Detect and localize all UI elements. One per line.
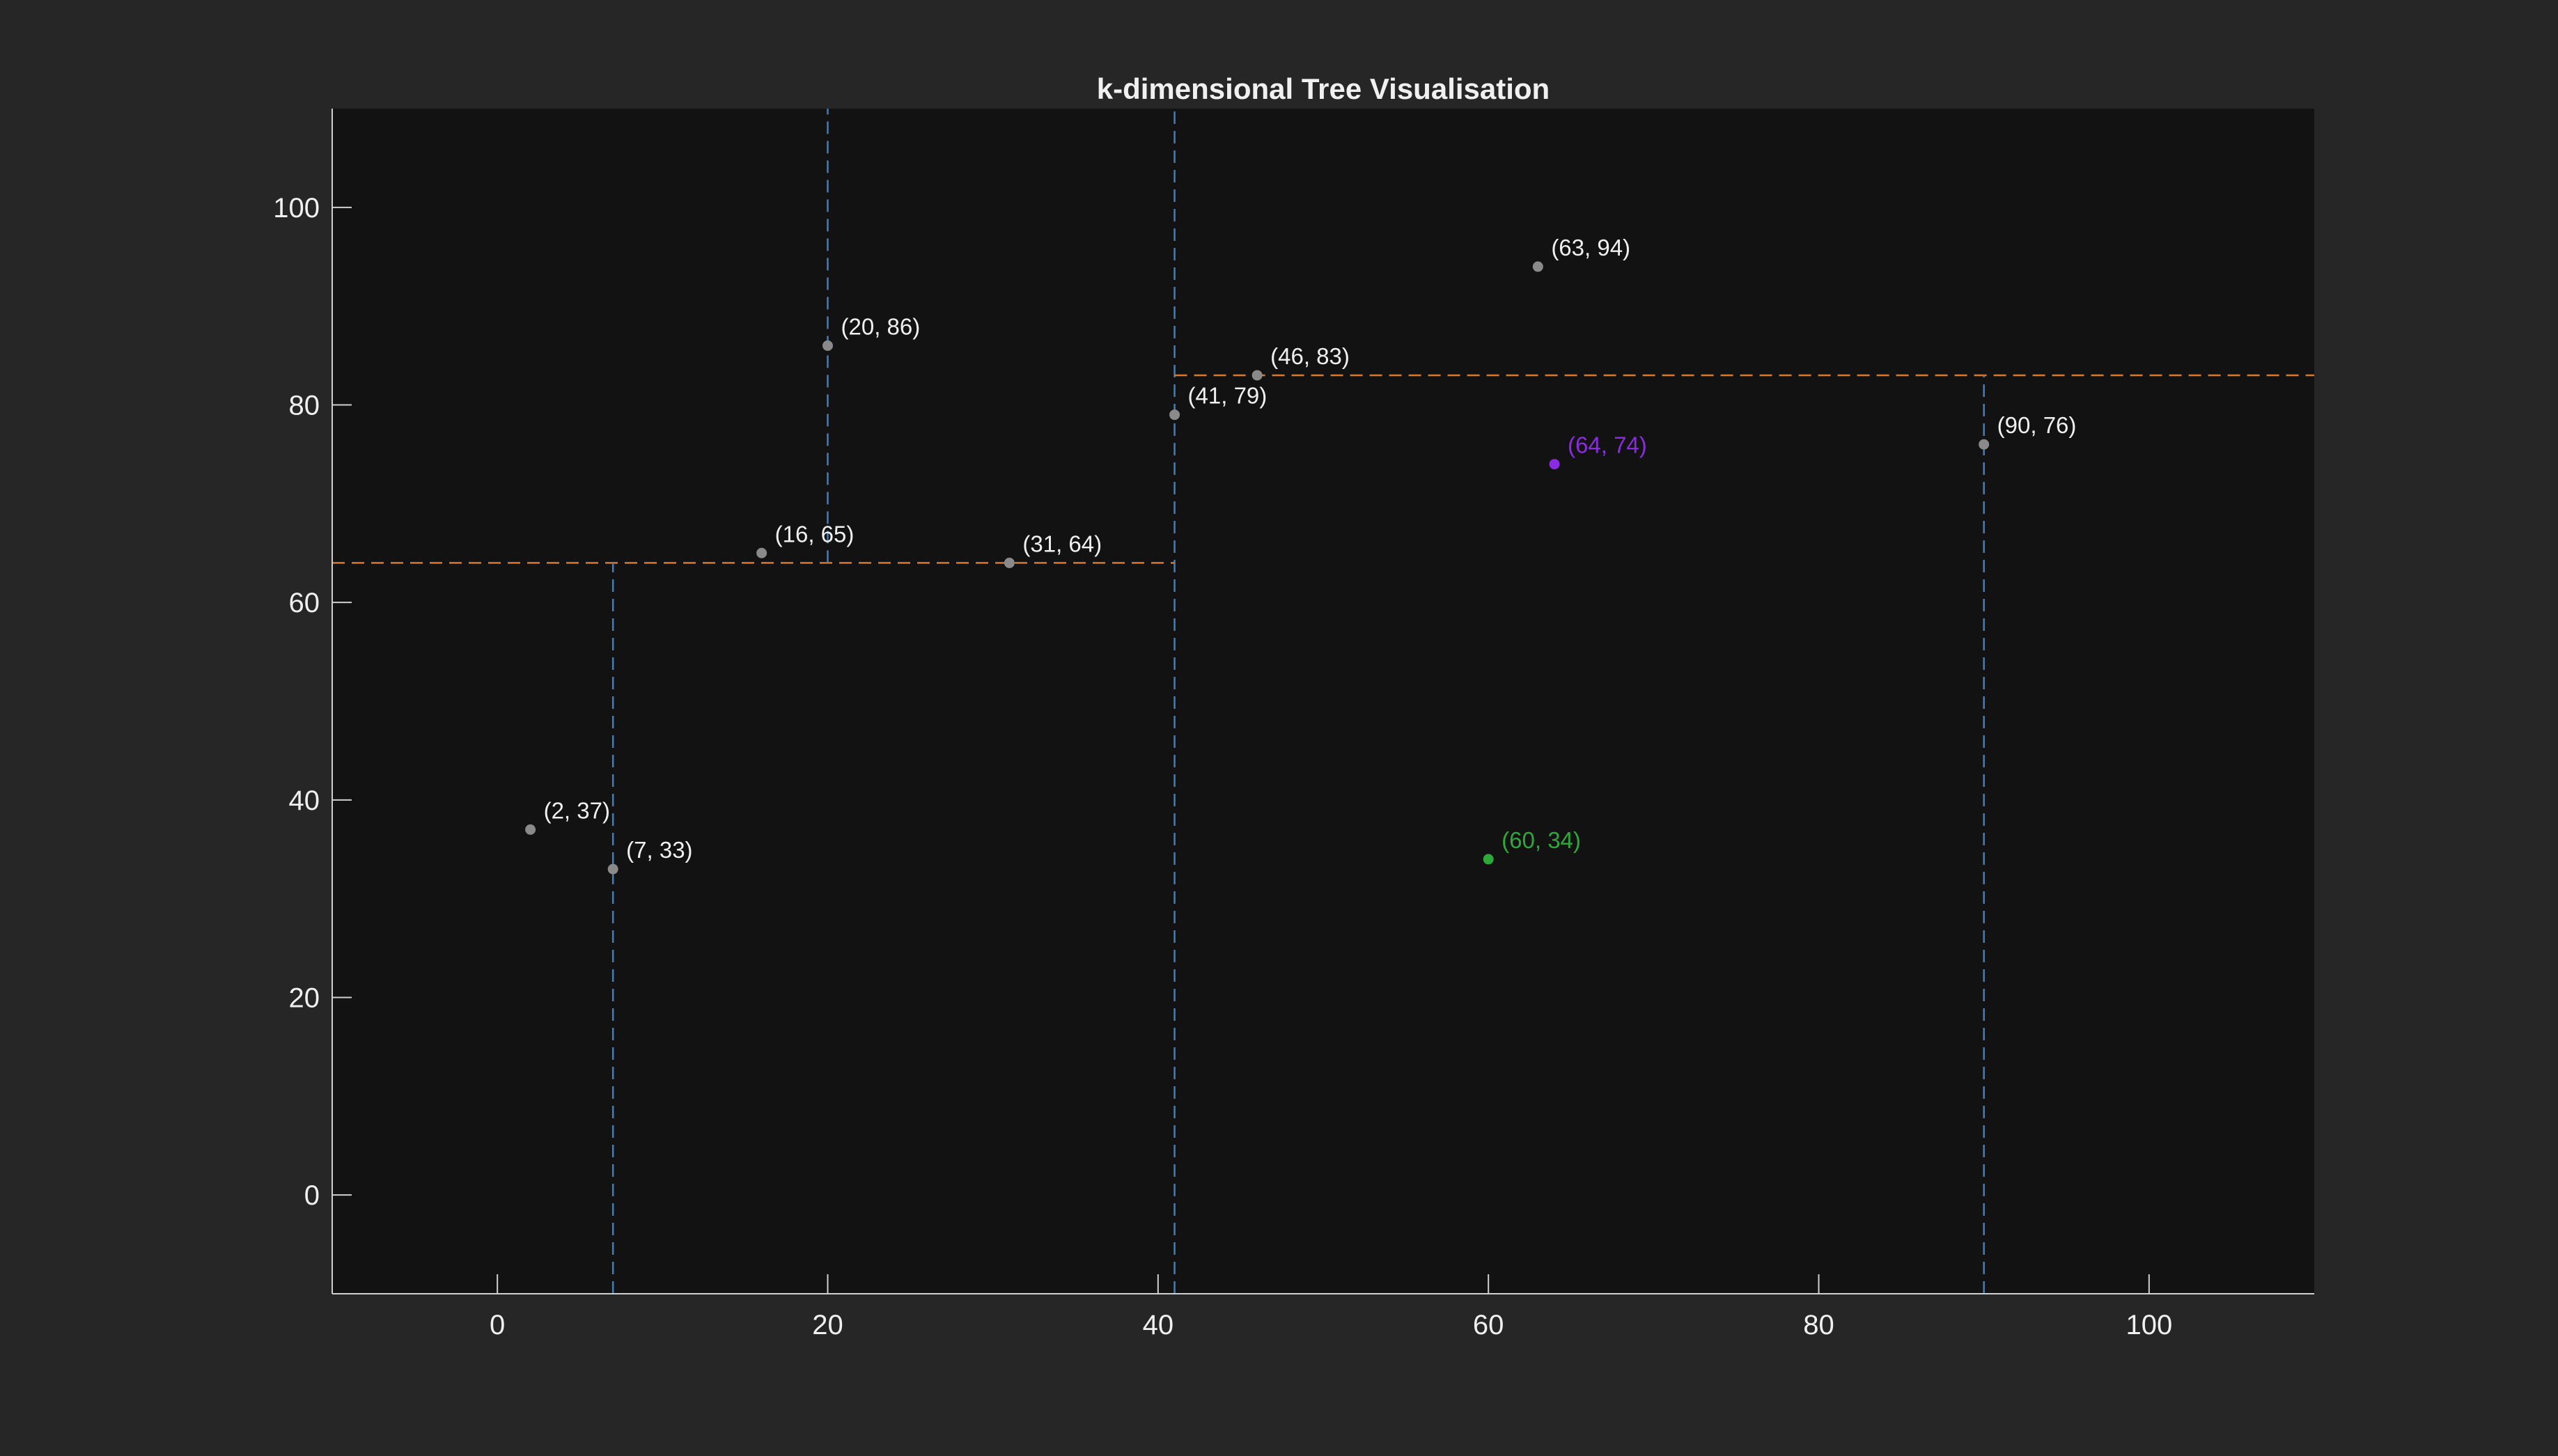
data-point	[525, 824, 536, 835]
data-point-label: (16, 65)	[775, 521, 855, 547]
data-point-label: (63, 94)	[1551, 235, 1630, 260]
y-tick-label: 0	[304, 1180, 320, 1211]
nearest-point	[1549, 459, 1560, 470]
data-points: (41, 79) (31, 64) (20, 86) (16, 65) (7, 33) (…	[525, 235, 2076, 875]
query-point-label: (60, 34)	[1502, 827, 1581, 853]
chart-title: k-dimensional Tree Visualisation	[1097, 72, 1550, 105]
split-lines	[332, 109, 2314, 1294]
data-point-label: (20, 86)	[841, 313, 921, 339]
data-point	[607, 863, 618, 875]
y-tick-label: 60	[289, 588, 320, 618]
x-tick-label: 100	[2126, 1310, 2172, 1340]
query-point	[1483, 854, 1494, 865]
data-point	[1169, 409, 1180, 421]
data-point	[1532, 261, 1543, 272]
x-tick-label: 0	[490, 1310, 505, 1340]
data-point-label: (2, 37)	[544, 797, 610, 823]
data-point	[756, 547, 767, 558]
data-point-label: (7, 33)	[626, 837, 692, 863]
plot-area	[332, 109, 2314, 1294]
x-tick-label: 40	[1143, 1310, 1174, 1340]
nearest-point-label: (64, 74)	[1568, 432, 1647, 458]
axes	[332, 109, 2314, 1294]
data-point	[1004, 557, 1015, 568]
ticks: 0 20 40 60 80 100 0 20 40 60 80 100	[273, 193, 2172, 1340]
data-point	[822, 340, 833, 351]
x-tick-label: 20	[812, 1310, 843, 1340]
y-tick-label: 80	[289, 391, 320, 421]
data-point-label: (41, 79)	[1188, 383, 1268, 409]
data-point-label: (31, 64)	[1022, 531, 1102, 556]
y-tick-label: 40	[289, 785, 320, 816]
data-point-label: (90, 76)	[1997, 412, 2077, 438]
y-tick-label: 100	[273, 193, 320, 224]
data-point-label: (46, 83)	[1270, 343, 1350, 369]
data-point	[1979, 439, 1990, 450]
x-tick-label: 60	[1473, 1310, 1504, 1340]
y-tick-label: 20	[289, 983, 320, 1014]
data-point	[1251, 370, 1263, 381]
x-tick-label: 80	[1803, 1310, 1834, 1340]
